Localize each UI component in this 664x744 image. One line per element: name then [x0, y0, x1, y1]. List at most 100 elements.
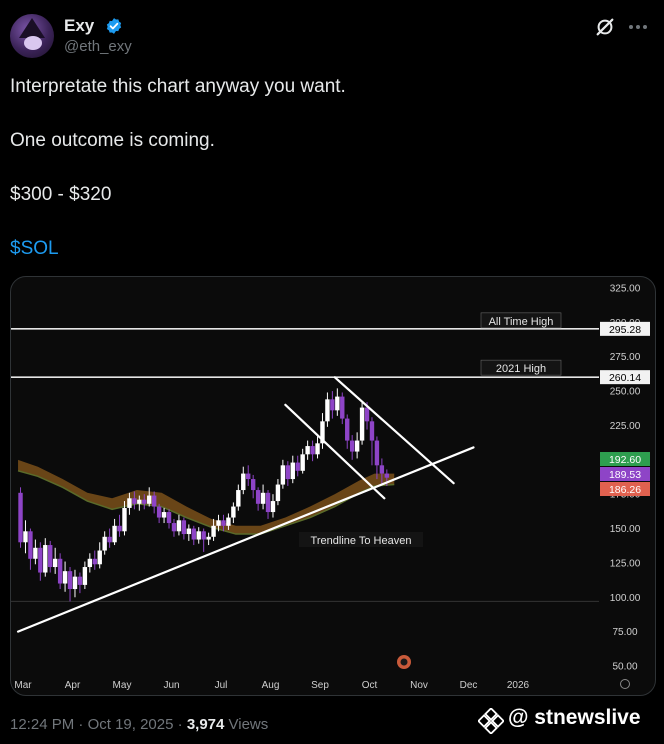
candle-body	[354, 440, 360, 452]
y-tick-label: 50.00	[612, 662, 637, 673]
candle-body	[305, 446, 310, 455]
candle-body	[241, 473, 246, 491]
x-tick-label: Jul	[215, 680, 228, 691]
level-label-ath-box	[480, 312, 562, 329]
candle-body	[147, 495, 152, 504]
candle-body	[72, 576, 78, 590]
candle-body	[151, 495, 157, 507]
annotation-box	[299, 532, 423, 547]
tweet-text-line: Interpretate this chart anyway you want.	[10, 76, 346, 97]
y-tick-label: 325.00	[610, 284, 641, 295]
grok-icon[interactable]	[594, 16, 616, 38]
more-icon[interactable]	[626, 16, 650, 38]
candle-body	[330, 399, 335, 411]
candle-body	[102, 536, 107, 551]
price-tag	[600, 467, 650, 481]
author-handle[interactable]: @eth_exy	[64, 38, 132, 55]
candle-body	[206, 536, 211, 540]
candle-body	[171, 523, 177, 532]
level-label-ath: All Time High	[489, 316, 554, 328]
tweet-date[interactable]: Oct 19, 2025	[87, 716, 174, 733]
candle-body	[77, 576, 83, 585]
candle-body	[23, 531, 28, 543]
candle-body	[82, 567, 88, 585]
candle-body	[231, 506, 236, 518]
candle-body	[265, 492, 271, 513]
candle-body	[280, 465, 286, 485]
y-tick-label: 125.00	[610, 558, 641, 569]
annotation-trendline: Trendline To Heaven	[311, 535, 412, 547]
price-tag-label: 186.26	[609, 484, 641, 496]
candle-body	[236, 490, 241, 507]
x-tick-label: Oct	[362, 680, 378, 691]
candle-body	[221, 520, 226, 526]
chart-logo-icon-inner	[400, 658, 408, 666]
ema-line	[17, 470, 395, 535]
verified-badge-icon	[106, 18, 122, 34]
author-name[interactable]: Exy	[64, 16, 95, 35]
candle-body	[166, 512, 172, 524]
candle-body	[270, 501, 276, 513]
candle-body	[216, 520, 221, 526]
avatar[interactable]	[10, 14, 54, 58]
candle-body	[349, 440, 355, 452]
candle-body	[211, 525, 216, 537]
candle-body	[156, 506, 162, 518]
candle-body	[52, 558, 58, 568]
watermark-text: @ stnewslive	[508, 706, 641, 729]
price-tag	[600, 482, 650, 496]
candle-body	[137, 499, 142, 504]
level-value-tag	[600, 370, 650, 385]
y-tick-label: 250.00	[610, 387, 641, 398]
candle-body	[295, 462, 300, 471]
candle-body	[255, 490, 261, 504]
candle-body	[275, 484, 281, 502]
candle-body	[226, 517, 231, 526]
tweet-text-line: One outcome is coming.	[10, 130, 215, 151]
trendline-to-heaven	[16, 446, 475, 633]
x-tick-label: Aug	[262, 680, 280, 691]
candle-body	[142, 499, 147, 504]
candle-body	[48, 545, 53, 568]
candle-body	[38, 547, 43, 573]
candle-body	[122, 507, 127, 532]
y-tick-label: 225.00	[610, 421, 641, 432]
candle-body	[112, 525, 117, 543]
candle-body	[369, 421, 375, 441]
candle-body	[315, 443, 320, 455]
x-tick-label: 2026	[507, 680, 530, 691]
x-tick-label: Mar	[14, 680, 32, 691]
level-label-2021-box	[480, 359, 562, 376]
candle-body	[176, 520, 182, 532]
separator: ·	[173, 716, 187, 733]
candle-body	[181, 520, 187, 535]
candle-body	[18, 492, 23, 543]
level-value-label: 260.14	[609, 372, 641, 384]
wedge-lower-line	[284, 403, 386, 500]
candle-body	[43, 545, 48, 573]
candle-body	[325, 399, 330, 422]
candle-body	[300, 454, 305, 471]
binance-square-icon	[478, 708, 504, 734]
candle-body	[384, 473, 390, 478]
tweet-time[interactable]: 12:24 PM	[10, 716, 75, 733]
chart-settings-icon	[620, 679, 630, 689]
y-tick-label: 150.00	[610, 524, 641, 535]
tweet-header: Exy @eth_exy	[10, 8, 654, 60]
price-tag-label: 192.60	[609, 454, 641, 466]
candle-body	[132, 498, 137, 504]
separator: ·	[74, 716, 88, 733]
chart-image[interactable]: All Time High 2021 High Trendline To Heave…	[10, 276, 656, 696]
candle-body	[28, 531, 33, 559]
cashtag-link[interactable]: $SOL	[10, 238, 59, 259]
candle-body	[191, 528, 196, 540]
candle-body	[335, 396, 340, 411]
price-tag	[600, 452, 650, 466]
candle-body	[97, 550, 102, 565]
candle-body	[87, 558, 93, 568]
views-label: Views	[224, 716, 269, 733]
level-value-label: 295.28	[609, 324, 641, 336]
candle-body	[186, 528, 192, 535]
tweet-text-line: $300 - $320	[10, 184, 112, 205]
x-tick-label: Nov	[410, 680, 428, 691]
